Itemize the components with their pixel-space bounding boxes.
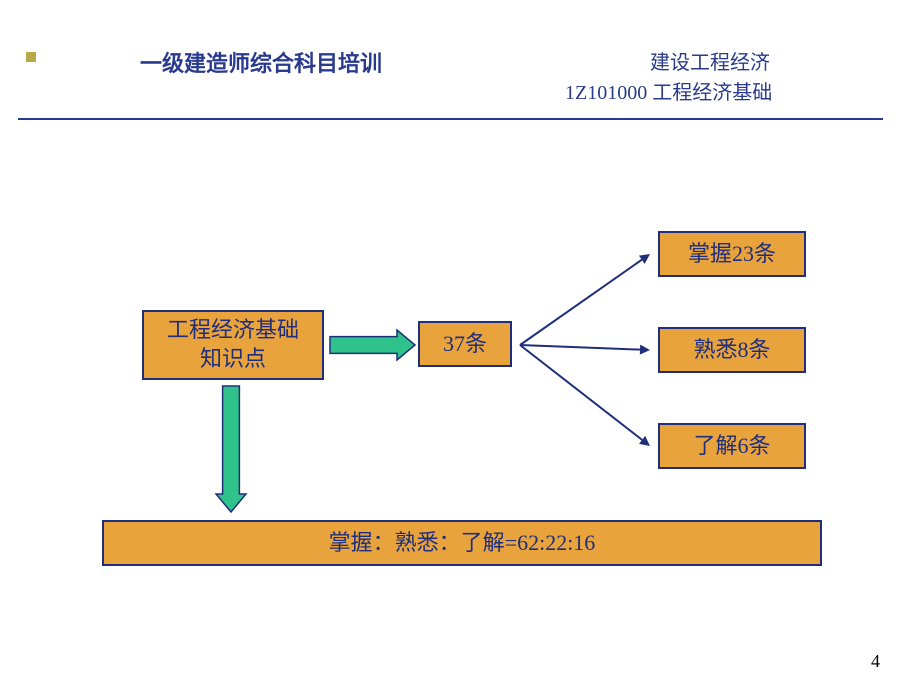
header-left-title: 一级建造师综合科目培训 <box>140 46 382 78</box>
node-ratio: 掌握：熟悉：了解=62:22:16 <box>102 520 822 566</box>
decor-square <box>26 52 36 62</box>
split-connectors <box>520 254 650 446</box>
arrow-down-icon <box>216 386 246 512</box>
arrow-right-icon <box>330 330 415 360</box>
node-root: 工程经济基础 知识点 <box>142 310 324 380</box>
node-count: 37条 <box>418 321 512 367</box>
page-number: 4 <box>871 651 880 672</box>
node-branch-2: 熟悉8条 <box>658 327 806 373</box>
node-branch-1: 掌握23条 <box>658 231 806 277</box>
node-branch-3: 了解6条 <box>658 423 806 469</box>
header-right-line1: 建设工程经济 <box>650 46 770 75</box>
header-right-line2: 1Z101000 工程经济基础 <box>565 76 772 105</box>
header-divider <box>18 118 883 120</box>
